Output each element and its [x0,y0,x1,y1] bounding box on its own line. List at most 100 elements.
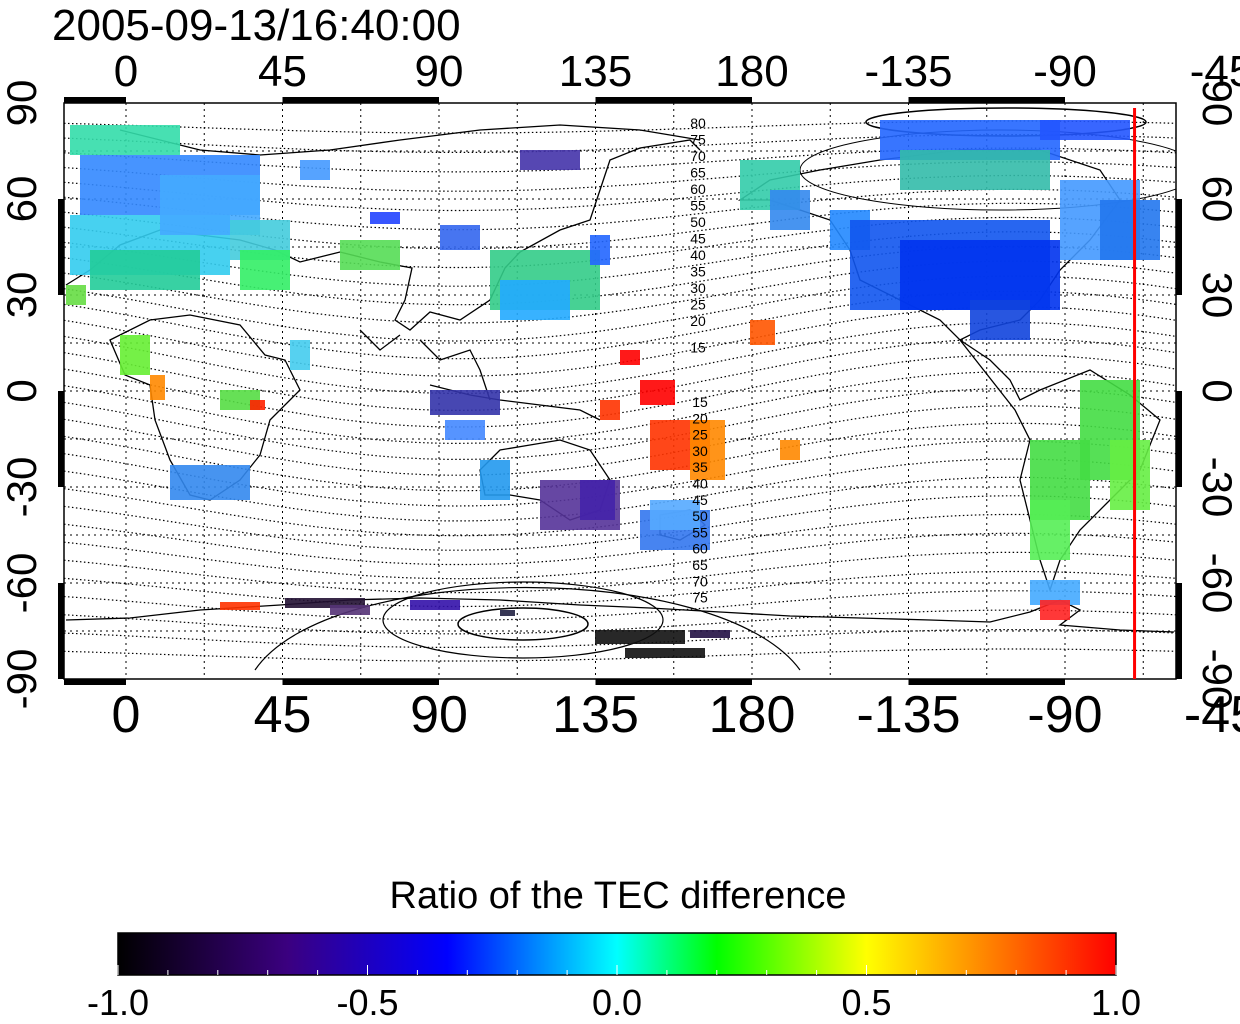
right-latitude-label: 90 [1194,80,1240,127]
top-longitude-label: -90 [1033,47,1097,96]
tec-patch [500,280,570,320]
contour-label: 50 [690,214,706,230]
tec-patch [285,598,365,608]
tec-data-patches [66,120,1160,658]
contour-line [64,648,1176,662]
bottom-longitude-label: 90 [410,686,468,744]
top-longitude-label: 135 [559,47,632,96]
frame-bar [908,679,1065,685]
contour-label: 40 [690,247,706,263]
tec-patch [600,400,620,420]
bottom-longitude-labels: 0 45 90 135 180 -135 -90 -45 [112,686,1240,744]
tec-patch [250,400,265,410]
contour-label: 55 [690,198,706,214]
colorbar-ticks [117,965,1117,975]
contour-line [64,609,1176,635]
frame-bar [64,97,126,103]
left-latitude-labels: 90 60 30 0 -30 -60 -90 [0,80,45,710]
contour-label: 35 [692,459,708,475]
tec-patch [900,150,1050,190]
left-latitude-label: 0 [0,379,45,402]
contour-line [64,570,1176,608]
contour-line [64,134,1176,153]
contour-label: 15 [690,340,706,356]
frame-bar [595,679,752,685]
tec-patch [650,500,700,530]
colorbar-tick-labels: -1.0 -0.5 0.0 0.5 1.0 [87,982,1141,1023]
contour-label: 35 [690,264,706,280]
south-pole-contour [254,586,801,671]
frame-bar [1176,583,1182,679]
tec-patch [1030,500,1070,560]
contour-label: 45 [692,492,708,508]
tec-patch [170,465,250,500]
left-latitude-label: -90 [0,649,45,710]
tec-patch [750,320,775,345]
contour-label: 30 [690,280,706,296]
frame-bar [58,199,64,295]
south-pole-contour [382,581,664,659]
tec-patch [150,375,165,400]
contour-line [64,495,1176,551]
right-latitude-label: 30 [1194,272,1240,319]
tec-patch [70,125,180,155]
tec-patch [330,605,370,615]
bottom-longitude-label: -135 [856,686,960,744]
tec-patch [445,420,485,440]
tec-patch [640,380,675,405]
right-latitude-label: -30 [1194,457,1240,518]
colorbar-tick-label: 0.0 [592,982,642,1023]
coastline [419,339,491,401]
tec-patch [620,350,640,365]
contour-line [64,388,1176,460]
frame-tick-bars [58,97,1182,685]
tec-patch [690,630,730,638]
bottom-longitude-label: 180 [709,686,796,744]
contour-label: 40 [692,476,708,492]
contour-line [64,370,1176,445]
tec-patch [520,150,580,170]
bottom-longitude-label: 135 [552,686,639,744]
contour-line [64,120,1176,134]
contour-label: 50 [692,508,708,524]
tec-patch [595,630,685,644]
tec-patch [780,440,800,460]
tec-patch [300,160,330,180]
colorbar-tick-label: -0.5 [336,982,398,1023]
right-latitude-label: 0 [1194,379,1240,402]
contour-label: 75 [692,590,708,606]
left-latitude-label: -30 [0,457,45,518]
tec-patch [900,240,1060,310]
frame-bar [58,391,64,487]
frame-bar [595,97,752,103]
tec-patch [580,480,615,520]
contour-label: 80 [690,115,706,131]
top-longitude-label: 45 [258,47,307,96]
tec-patch [410,600,460,610]
tec-patch [370,212,400,224]
top-longitude-label: -45 [1190,47,1240,96]
tec-patch [500,610,515,616]
tec-patch [970,300,1030,340]
left-latitude-label: -60 [0,553,45,614]
frame-bar [1176,199,1182,295]
tec-patch [1040,120,1130,140]
contour-label: 75 [690,132,706,148]
tec-patch [770,190,810,230]
tec-patch [90,250,200,290]
right-latitude-labels: 90 60 30 0 -30 -60 -90 [1194,80,1240,710]
tec-patch [625,648,705,658]
tec-patch [590,235,610,265]
tec-patch [1040,600,1070,620]
tec-patch [220,602,260,610]
tec-patch [430,390,500,415]
tec-patch [340,240,400,270]
right-latitude-label: -60 [1194,553,1240,614]
contour-label: 55 [692,524,708,540]
bottom-longitude-label: 45 [254,686,312,744]
tec-patch [66,285,86,305]
contour-line [64,260,1176,324]
contour-label: 65 [690,165,706,181]
bottom-longitude-label: 0 [112,686,141,744]
